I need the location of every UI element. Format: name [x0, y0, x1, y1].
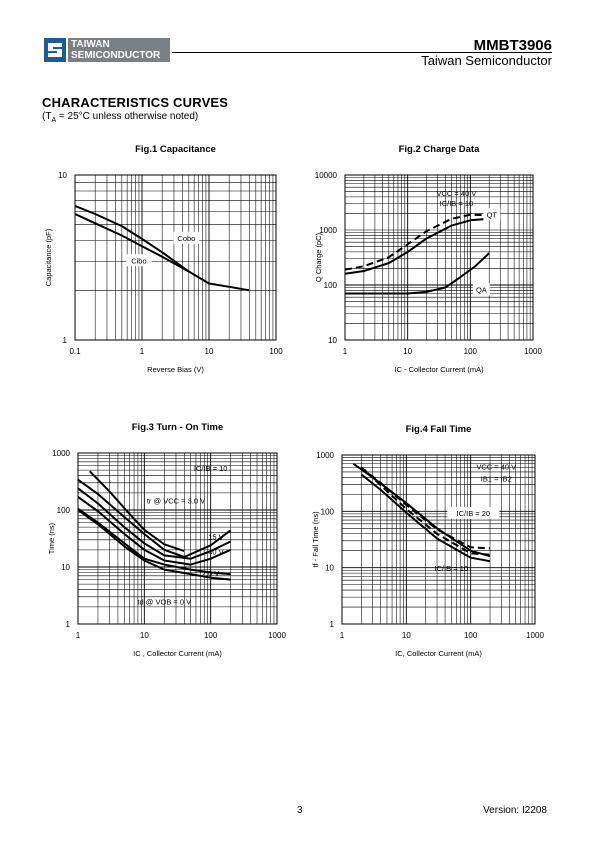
fig2-annotation: QA [476, 285, 487, 294]
fig2-xtick-label: 100 [464, 347, 478, 356]
conditions-sub: A [51, 117, 57, 124]
fig2-annotation: IC/IB = 10 [440, 199, 474, 208]
fig3-series-0 [88, 470, 185, 553]
fig3-annotation: tr @ VCC = 3.0 V [147, 497, 205, 506]
conditions-prefix: (T [42, 111, 52, 122]
fig2-ytick-label: 100 [324, 281, 338, 290]
fig1-xtick-label: 0.1 [69, 347, 81, 356]
fig3-xtick-label: 1000 [268, 631, 286, 640]
section-title: CHARACTERISTICS CURVES [42, 95, 229, 110]
fig3-xlabel: IC , Collector Current (mA) [133, 649, 222, 658]
conditions-suffix: = 25°C unless otherwise noted) [56, 111, 199, 122]
fig1-xtick-label: 100 [269, 347, 283, 356]
fig2-ylabel: Q Charge (pC) [314, 232, 323, 282]
fig2-annotation-box [483, 208, 501, 221]
fig4-ytick-label: 1000 [316, 451, 334, 460]
fig4-xtick-label: 1000 [526, 631, 544, 640]
fig2-title: Fig.2 Charge Data [399, 144, 480, 155]
fig2-annotation: VCC = 40 V [437, 189, 477, 198]
fig3-xtick-label: 1 [76, 631, 81, 640]
fig1-ytick-label: 1 [63, 336, 68, 345]
logo-text: TAIWAN SEMICONDUCTOR [68, 38, 170, 62]
fig3-annotation: 2.0 V [202, 569, 220, 578]
part-number: MMBT3906 [473, 37, 552, 54]
fig1-annotation: Cobo [177, 234, 195, 243]
fig2-ytick-label: 10000 [315, 171, 338, 180]
fig3-series-5 [77, 507, 231, 576]
header-rule [172, 52, 552, 53]
fig1-annotation: Cibo [131, 256, 146, 265]
fig3-series-1 [77, 478, 232, 558]
fig4-annotation: IB1 = IB2 [481, 474, 512, 483]
fig2-series-2 [345, 252, 490, 295]
fig1-series-1 [74, 213, 190, 273]
fig3-title: Fig.3 Turn - On Time [132, 422, 223, 433]
fig1-xtick-label: 10 [205, 347, 214, 356]
fig4-series-1 [360, 466, 491, 550]
fig2-annotation-box [472, 283, 490, 296]
fig4-plot-frame [341, 454, 536, 625]
fig3-annotation: td @ VOB = 0 V [137, 597, 191, 606]
fig4-ytick-label: 10 [325, 564, 334, 573]
fig2-xlabel: IC - Collector Current (mA) [394, 365, 484, 374]
fig4-xtick-label: 100 [464, 631, 478, 640]
fig4-annotation-box [447, 506, 500, 519]
fig4-ytick-label: 1 [330, 620, 335, 629]
fig1-xtick-label: 1 [140, 347, 145, 356]
version-label: Version: I2208 [483, 805, 547, 816]
fig1-title: Fig.1 Capacitance [135, 144, 216, 155]
fig1-plot-frame [74, 174, 277, 341]
page-number: 3 [297, 805, 303, 816]
logo-line-1: TAIWAN [71, 39, 110, 50]
fig3-series-2 [77, 487, 232, 560]
fig3-annotation: 15 V [208, 532, 223, 541]
logo-line-2: SEMICONDUCTOR [71, 50, 161, 61]
logo-mark [44, 38, 66, 62]
test-conditions: (TA = 25°C unless otherwise noted) [42, 111, 198, 124]
fig3-ytick-label: 10 [61, 563, 70, 572]
fig3-annotation: 40 V [208, 547, 223, 556]
fig4-xtick-label: 1 [340, 631, 345, 640]
fig4-annotation: IC/IB = 20 [457, 509, 491, 518]
fig2-annotation: QT [487, 210, 498, 219]
fig4-ytick-label: 100 [321, 507, 335, 516]
fig4-title: Fig.4 Fall Time [406, 424, 472, 435]
company-logo: TAIWAN SEMICONDUCTOR [44, 38, 170, 62]
fig4-xtick-label: 10 [402, 631, 411, 640]
fig3-series-4 [77, 509, 231, 581]
fig1-series-0 [74, 204, 250, 292]
fig1-ytick-label: 10 [58, 171, 67, 180]
fig4-series-2 [360, 473, 491, 563]
fig4-ylabel: tf - Fall Time (ns) [311, 511, 320, 568]
fig2-series-0 [344, 217, 490, 275]
fig2-series-1 [344, 213, 490, 271]
company-name: Taiwan Semiconductor [421, 53, 552, 68]
fig4-xlabel: IC, Collector Current (mA) [395, 649, 482, 658]
fig3-ytick-label: 100 [57, 506, 71, 515]
fig1-ylabel: Capacitance (pF) [44, 228, 53, 286]
fig4-series-3 [366, 472, 491, 556]
fig3-series-3 [77, 496, 232, 566]
fig3-ylabel: Time (ns) [47, 522, 56, 554]
fig3-ytick-label: 1 [66, 620, 71, 629]
fig4-annotation: VCC = 40 V [476, 462, 516, 471]
fig3-annotation: IC/IB = 10 [194, 464, 228, 473]
fig2-ytick-label: 1000 [319, 226, 337, 235]
fig4-annotation: IC/IB = 10 [435, 564, 469, 573]
fig2-ytick-label: 10 [328, 336, 337, 345]
fig3-xtick-label: 10 [140, 631, 149, 640]
fig2-xtick-label: 1000 [524, 347, 542, 356]
fig2-xtick-label: 10 [403, 347, 412, 356]
fig3-ytick-label: 1000 [52, 449, 70, 458]
fig3-plot-frame [77, 452, 278, 625]
fig2-plot-frame [344, 174, 534, 341]
fig1-xlabel: Reverse Bias (V) [147, 365, 204, 374]
fig1-annotation-box [126, 254, 152, 267]
fig1-annotation-box [173, 231, 200, 244]
fig2-xtick-label: 1 [343, 347, 348, 356]
fig3-xtick-label: 100 [204, 631, 218, 640]
